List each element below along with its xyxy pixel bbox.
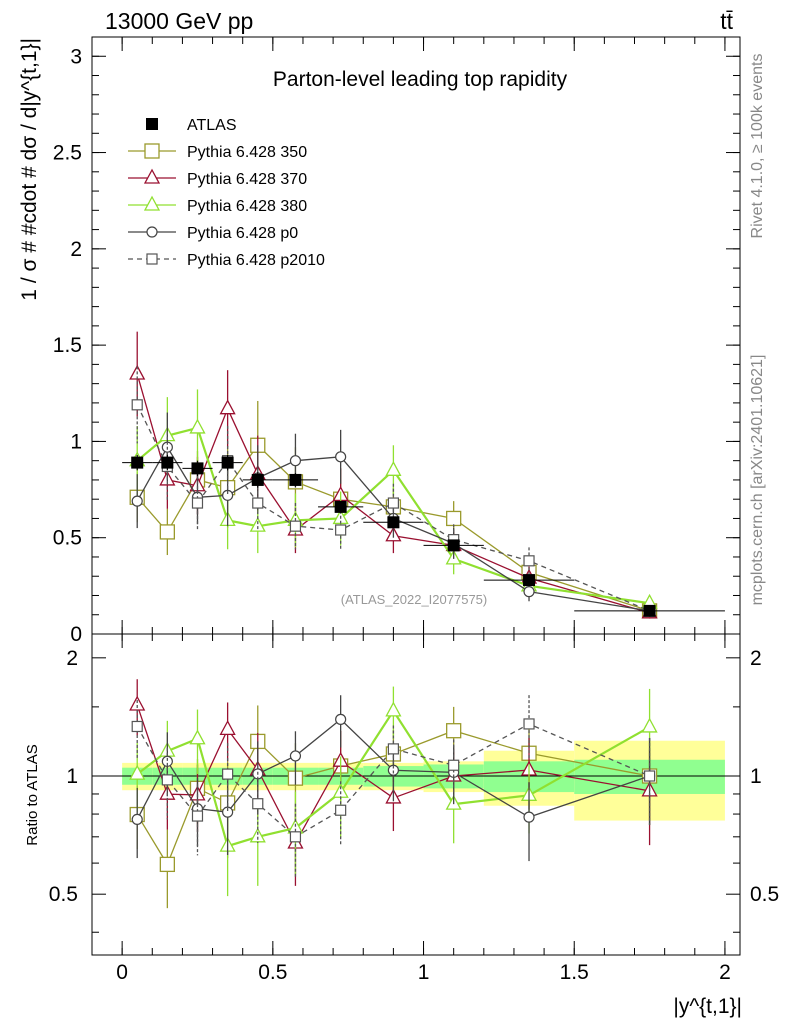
- atlas-point: [161, 456, 174, 469]
- y-tick-label: 2.5: [53, 142, 82, 165]
- legend-label: Pythia 6.428 p2010: [187, 252, 325, 269]
- ratio-series-point: [335, 804, 347, 816]
- ratio-series-point: [643, 770, 656, 782]
- atlas-point: [643, 604, 656, 617]
- y-tick-label: 1: [70, 430, 82, 453]
- x-axis-title: |y^{t,1}|: [673, 995, 742, 1018]
- series-point: [219, 399, 236, 415]
- legend-marker: [146, 118, 158, 130]
- ratio-y-tick-label: 1: [66, 765, 78, 788]
- ratio-y-axis-title: Ratio to ATLAS: [24, 744, 41, 845]
- series-point: [189, 418, 206, 434]
- ratio-y-tick-label: 2: [66, 647, 78, 670]
- series-point: [159, 524, 175, 540]
- legend: ATLAS Pythia 6.428 350 Pythia 6.428 370 Pyt…: [128, 117, 325, 269]
- energy-label: 13000 GeV pp: [105, 8, 253, 34]
- series-point: [191, 497, 204, 509]
- ratio-series-point: [289, 831, 302, 843]
- x-tick-label: 1.5: [560, 961, 589, 984]
- x-tick-label: 0.5: [258, 961, 287, 984]
- series-point: [446, 510, 462, 527]
- ratio-panel: 0.5 0.5 1 1 2 2: [49, 633, 779, 956]
- atlas-point: [191, 462, 204, 475]
- legend-marker: [143, 195, 161, 211]
- legend-marker: [144, 143, 160, 159]
- ratio-series-point: [191, 810, 204, 822]
- y-tick-label: 1.5: [53, 334, 82, 357]
- ratio-y-tick-label: 0.5: [49, 883, 78, 906]
- process-label: tt̄: [720, 8, 733, 34]
- analysis-label: (ATLAS_2022_I2077575): [341, 592, 487, 607]
- ratio-series-point: [161, 774, 173, 786]
- ratio-series-point: [222, 768, 234, 780]
- ratio-series-point: [446, 723, 462, 739]
- y-tick-label: 2: [70, 238, 82, 261]
- ratio-y-tick-label-right: 2: [750, 647, 762, 670]
- atlas-point: [131, 456, 144, 469]
- y-axis-title: 1 / σ # #cdot # dσ / d|y^{t,1}|: [18, 38, 41, 301]
- ratio-series-point: [289, 750, 302, 762]
- legend-label: Pythia 6.428 370: [187, 171, 307, 188]
- x-tick-label: 2: [719, 961, 731, 984]
- ratio-series-point: [131, 813, 143, 826]
- series-point: [131, 399, 143, 411]
- atlas-point: [221, 456, 234, 469]
- series-point: [335, 451, 347, 463]
- mcplots-label: mcplots.cern.ch [arXiv:2401.10621]: [749, 355, 766, 606]
- rivet-label: Rivet 4.1.0, ≥ 100k events: [749, 54, 766, 239]
- x-tick-label: 0: [116, 961, 128, 984]
- atlas-point: [387, 516, 400, 529]
- atlas-point: [251, 473, 264, 486]
- atlas-point: [447, 539, 460, 552]
- ratio-series-point: [523, 811, 535, 823]
- ratio-series-point: [129, 764, 146, 780]
- legend-marker: [146, 226, 158, 238]
- ratio-series-point: [387, 764, 399, 776]
- series-point: [131, 495, 143, 507]
- series-point: [335, 524, 347, 536]
- ratio-y-tick-label-right: 0.5: [750, 883, 779, 906]
- atlas-point: [289, 473, 302, 486]
- ratio-series-point: [222, 806, 234, 818]
- series-point: [387, 497, 399, 509]
- ratio-series-point: [219, 720, 236, 736]
- ratio-series-point: [252, 798, 264, 810]
- legend-marker: [146, 253, 158, 265]
- series-point: [289, 520, 302, 532]
- y-tick-label: 3: [70, 45, 82, 68]
- ratio-series-point: [523, 718, 535, 730]
- series-point: [523, 555, 535, 567]
- ratio-series-point: [189, 729, 206, 745]
- legend-label: Pythia 6.428 p0: [187, 225, 298, 242]
- legend-label: Pythia 6.428 350: [187, 144, 307, 161]
- ratio-series-point: [131, 720, 143, 733]
- series-point: [252, 497, 264, 509]
- y-tick-label: 0.5: [53, 527, 82, 550]
- main-panel: 0 0.5 1 1.5 200.511.522.53: [53, 36, 741, 984]
- legend-label: Pythia 6.428 380: [187, 198, 307, 215]
- ratio-frame: [91, 633, 741, 956]
- ratio-series-point: [387, 743, 399, 755]
- series-point: [523, 586, 535, 598]
- ratio-series-point: [641, 717, 658, 733]
- ratio-y-tick-label-right: 1: [750, 765, 762, 788]
- atlas-point: [334, 500, 347, 513]
- ratio-series-point: [129, 695, 146, 711]
- ratio-series-point: [161, 755, 173, 767]
- ratio-series-point: [335, 713, 347, 725]
- legend-marker: [143, 168, 161, 184]
- ratio-series-point: [385, 701, 402, 717]
- series-point: [222, 489, 234, 501]
- legend-label: ATLAS: [187, 117, 237, 134]
- series-point: [249, 516, 266, 532]
- series-point: [289, 455, 302, 467]
- y-tick-label: 0: [70, 623, 82, 646]
- series-point: [385, 460, 402, 476]
- ratio-series-point: [159, 856, 175, 873]
- x-tick-label: 1: [418, 961, 430, 984]
- atlas-point: [523, 574, 536, 587]
- ratio-series-point: [448, 759, 460, 771]
- chart-title: Parton-level leading top rapidity: [273, 68, 568, 91]
